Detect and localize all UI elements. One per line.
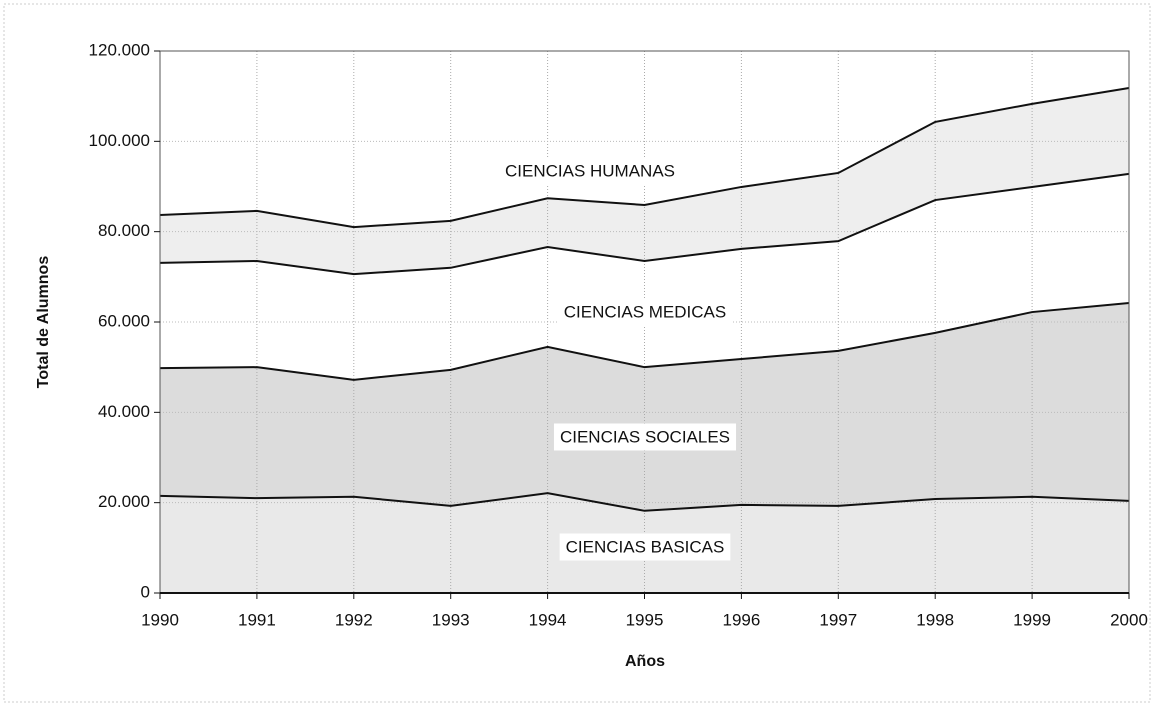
area-label: CIENCIAS BASICAS — [566, 537, 725, 556]
label-background — [559, 533, 731, 561]
area — [160, 88, 1129, 275]
y-axis-title: Total de Alumnos — [35, 256, 52, 389]
area-line — [159, 172, 1130, 276]
x-tick-label: 1994 — [529, 610, 567, 629]
x-tick-label: 1995 — [626, 610, 664, 629]
x-tick-label: 1990 — [141, 610, 179, 629]
x-tick-label: 1993 — [432, 610, 470, 629]
x-tick-label: 1996 — [722, 610, 760, 629]
x-tick-label: 2000 — [1110, 610, 1148, 629]
y-tick-label: 120.000 — [89, 40, 150, 59]
x-tick-label: 1992 — [335, 610, 373, 629]
label-background — [498, 157, 682, 185]
y-tick-label: 40.000 — [98, 402, 150, 421]
area — [160, 303, 1129, 511]
x-tick-label: 1997 — [819, 610, 857, 629]
area-label: CIENCIAS HUMANAS — [505, 161, 675, 180]
x-tick-label: 1991 — [238, 610, 276, 629]
chart-frame — [3, 3, 1151, 703]
area-label: CIENCIAS SOCIALES — [560, 427, 730, 446]
y-tick-label: 20.000 — [98, 492, 150, 511]
y-tick-label: 100.000 — [89, 131, 150, 150]
area-line — [159, 87, 1130, 229]
y-tick-label: 60.000 — [98, 311, 150, 330]
area-line — [159, 492, 1130, 512]
x-axis-title: Años — [625, 653, 665, 670]
label-background — [553, 423, 737, 451]
y-tick-label: 80.000 — [98, 221, 150, 240]
y-tick-label: 0 — [141, 582, 150, 601]
area-line — [159, 302, 1130, 381]
label-background — [557, 298, 733, 326]
area-label: CIENCIAS MEDICAS — [564, 302, 726, 321]
x-tick-label: 1998 — [916, 610, 954, 629]
x-tick-label: 1999 — [1013, 610, 1051, 629]
